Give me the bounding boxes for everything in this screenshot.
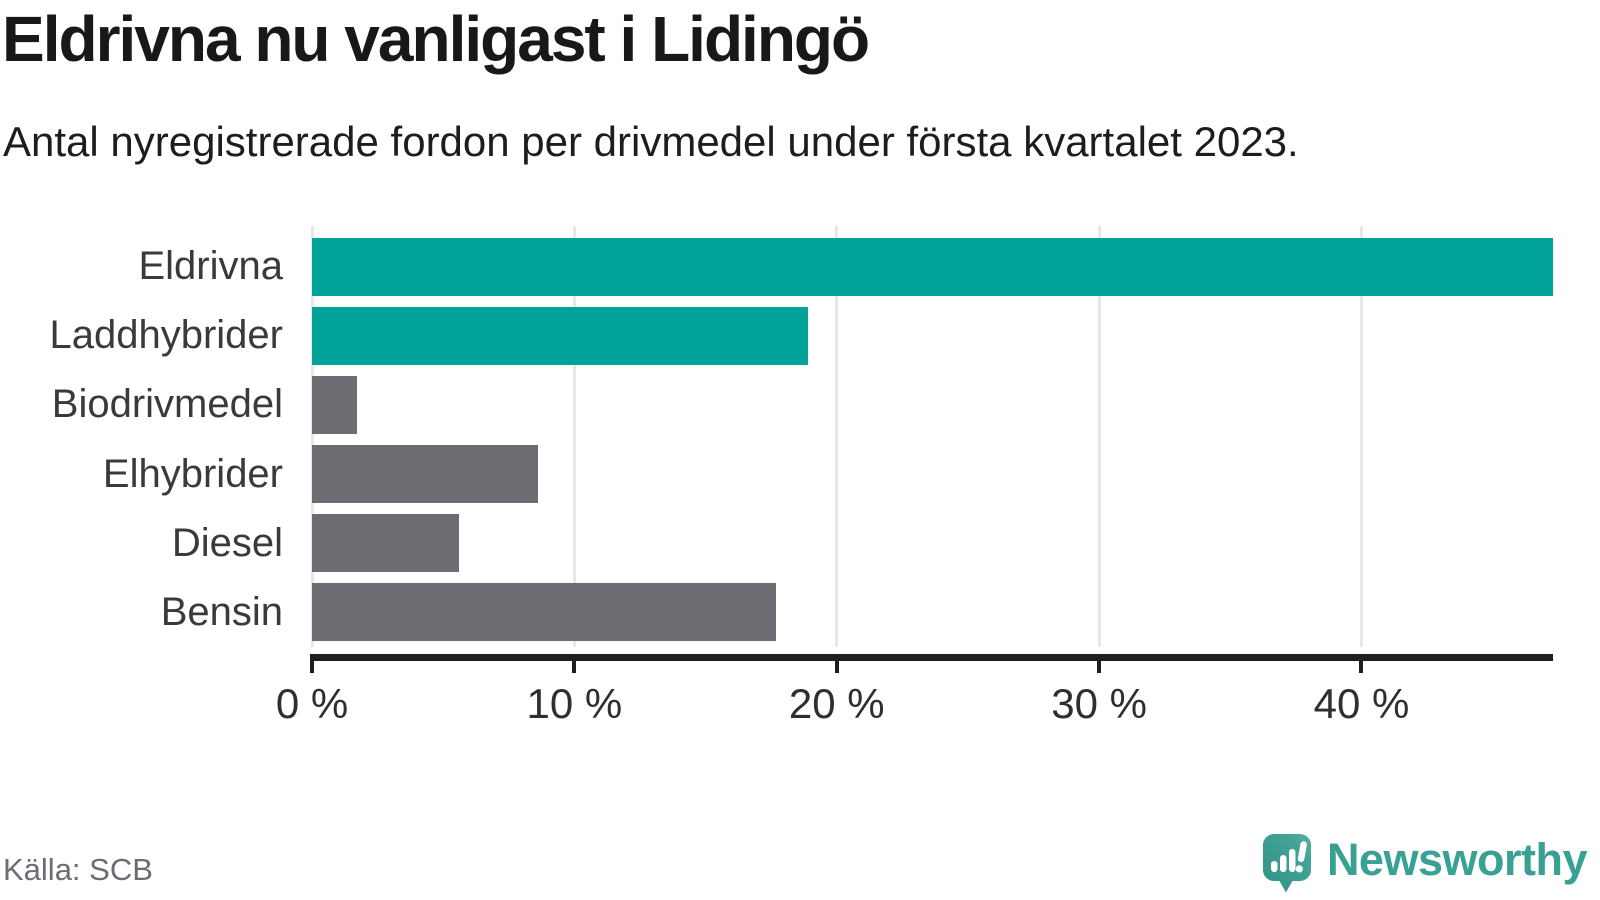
x-axis-tick-10 [572, 654, 577, 673]
newsworthy-logo-icon [1262, 834, 1311, 893]
x-axis-tick-label-0: 0 % [275, 680, 349, 727]
x-axis-tick-label-20: 20 % [788, 680, 885, 727]
y-axis-category-labels: Eldrivna Laddhybrider Biodrivmedel Elhybrid… [0, 232, 284, 647]
plot-area [310, 226, 1553, 647]
bar-row-biodrivmedel [312, 370, 1553, 439]
x-axis-tick-20 [834, 654, 839, 673]
category-label-bensin: Bensin [160, 589, 283, 634]
brand-footer: Newsworthy [1262, 833, 1588, 894]
category-label-elhybrider: Elhybrider [102, 451, 283, 496]
x-axis-tick-label-10: 10 % [526, 680, 623, 727]
bar-elhybrider [312, 445, 538, 504]
category-label-biodrivmedel: Biodrivmedel [51, 382, 283, 427]
gridline-20 [835, 226, 839, 647]
bar-eldrivna [312, 237, 1553, 296]
bar-row-elhybrider [312, 439, 1553, 508]
bar-row-eldrivna [312, 232, 1553, 301]
category-label-eldrivna: Eldrivna [138, 244, 283, 289]
bar-bensin [312, 583, 777, 642]
x-axis-tick-30 [1097, 654, 1102, 673]
bar-diesel [312, 514, 459, 573]
x-axis-tick-label-40: 40 % [1313, 680, 1410, 727]
gridline-0 [310, 226, 314, 647]
gridline-10 [572, 226, 576, 647]
category-label-laddhybrider: Laddhybrider [49, 313, 284, 358]
x-axis-tick-40 [1359, 654, 1364, 673]
x-axis-tick-label-30: 30 % [1051, 680, 1147, 727]
bar-row-bensin [312, 578, 1553, 647]
bar-biodrivmedel [312, 375, 357, 434]
bar-row-diesel [312, 509, 1553, 578]
chart-title: Eldrivna nu vanligast i Lidingö [2, 3, 870, 75]
gridline-30 [1097, 226, 1101, 647]
bar-laddhybrider [312, 306, 808, 365]
category-label-diesel: Diesel [171, 520, 283, 565]
x-axis: 0 % 10 % 20 % 30 % 40 % [276, 654, 1553, 727]
gridline-40 [1359, 226, 1363, 647]
source-note: Källa: SCB [3, 852, 153, 887]
bar-row-laddhybrider [312, 301, 1553, 370]
x-axis-tick-0 [310, 654, 314, 673]
brand-wordmark: Newsworthy [1326, 833, 1588, 885]
chart-subtitle: Antal nyregistrerade fordon per drivmede… [3, 118, 1299, 165]
